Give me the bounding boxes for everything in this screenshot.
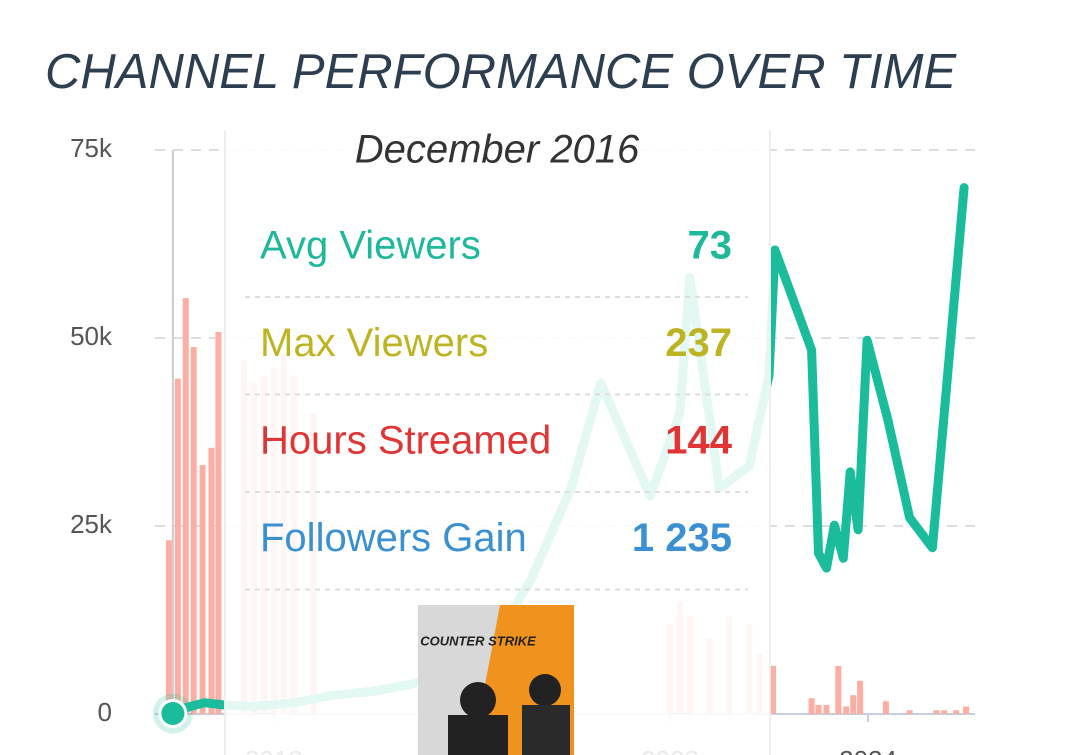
bar xyxy=(941,710,948,714)
tooltip-label: Followers Gain xyxy=(260,516,527,560)
game-art-figure xyxy=(529,674,561,706)
bar xyxy=(808,698,815,714)
tooltip-value: 1 235 xyxy=(632,516,732,560)
bar xyxy=(953,710,960,714)
bar xyxy=(857,680,864,714)
bar xyxy=(963,706,970,714)
y-tick-label: 75k xyxy=(70,133,113,163)
game-art-figure xyxy=(448,715,508,755)
bar xyxy=(933,710,940,714)
bar xyxy=(208,447,215,714)
bar xyxy=(835,665,842,714)
bar xyxy=(182,298,189,714)
bar xyxy=(815,704,822,714)
bar xyxy=(215,331,222,714)
bar xyxy=(843,706,850,714)
bar xyxy=(190,347,197,714)
tooltip-label: Max Viewers xyxy=(260,321,488,365)
chart-title: CHANNEL PERFORMANCE OVER TIME xyxy=(45,45,957,99)
tooltip-title: December 2016 xyxy=(355,128,640,172)
tooltip-label: Hours Streamed xyxy=(260,419,551,463)
tooltip-label: Avg Viewers xyxy=(260,224,481,268)
game-art-figure xyxy=(522,705,570,755)
y-tick-label: 25k xyxy=(70,509,113,539)
bar xyxy=(906,710,913,714)
tooltip-value: 144 xyxy=(665,419,732,463)
bar xyxy=(769,665,776,714)
bar xyxy=(882,701,889,714)
game-art-figure xyxy=(460,682,496,718)
bar xyxy=(850,695,857,714)
y-tick-label: 50k xyxy=(70,321,113,351)
x-tick-label: 2024 xyxy=(839,745,897,755)
bar xyxy=(823,704,830,714)
hover-dot xyxy=(158,698,188,728)
game-title: COUNTER STRIKE xyxy=(420,633,536,648)
y-tick-label: 0 xyxy=(98,697,112,727)
bar xyxy=(174,378,181,714)
bar xyxy=(165,540,172,714)
tooltip-value: 73 xyxy=(688,224,733,268)
bar xyxy=(199,465,206,714)
tooltip-value: 237 xyxy=(665,321,732,365)
